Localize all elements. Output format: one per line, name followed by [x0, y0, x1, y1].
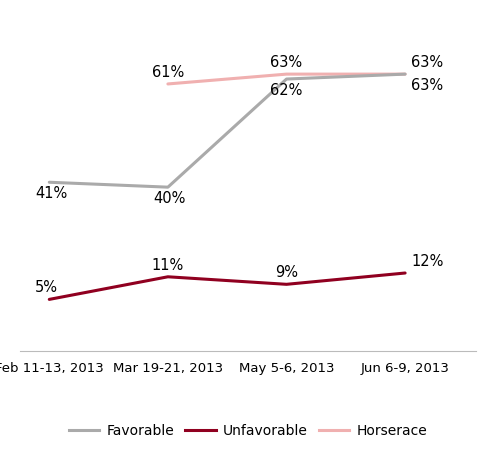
Horserace [402, 72, 408, 77]
Line: Unfavorable: Unfavorable [49, 273, 405, 299]
Text: 9%: 9% [275, 266, 298, 280]
Favorable [284, 76, 290, 82]
Text: 61%: 61% [152, 65, 184, 80]
Unfavorable [165, 274, 171, 279]
Text: 62%: 62% [271, 83, 302, 98]
Text: 40%: 40% [154, 191, 186, 206]
Unfavorable [402, 270, 408, 276]
Favorable [402, 72, 408, 77]
Text: 63%: 63% [271, 55, 302, 70]
Unfavorable [284, 282, 290, 287]
Text: 11%: 11% [152, 258, 184, 273]
Text: 63%: 63% [411, 78, 443, 93]
Text: 5%: 5% [35, 280, 58, 295]
Line: Horserace: Horserace [168, 74, 405, 84]
Horserace [284, 72, 290, 77]
Text: 12%: 12% [411, 254, 443, 269]
Text: 41%: 41% [35, 186, 67, 201]
Favorable [46, 180, 52, 185]
Favorable [165, 184, 171, 190]
Unfavorable [46, 297, 52, 302]
Legend: Favorable, Unfavorable, Horserace: Favorable, Unfavorable, Horserace [63, 418, 433, 444]
Line: Favorable: Favorable [49, 74, 405, 187]
Horserace [165, 81, 171, 87]
Text: 63%: 63% [411, 55, 443, 70]
